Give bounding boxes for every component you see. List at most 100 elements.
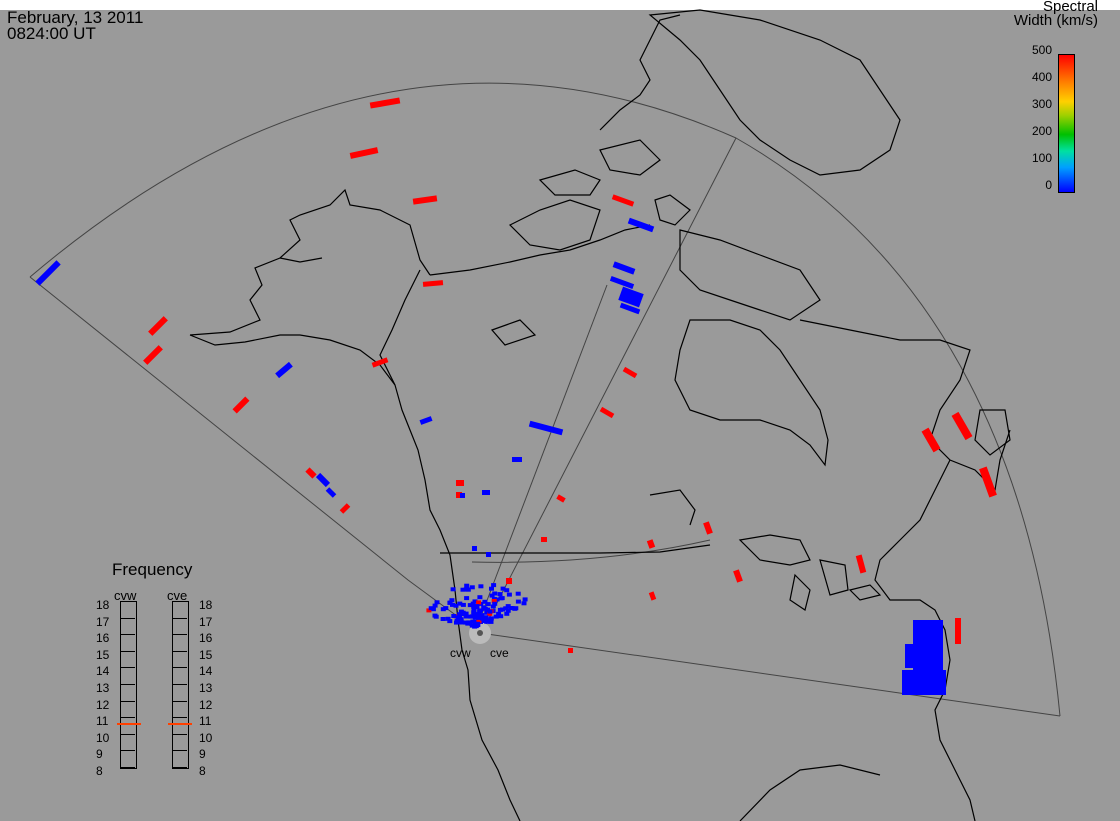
fov-beam-west: [474, 284, 608, 633]
frequency-level-right: 12: [199, 697, 213, 712]
echo-cell: [611, 194, 635, 207]
echo-cell: [428, 606, 434, 611]
frequency-grid-line: [120, 667, 135, 669]
frequency-grid-line: [120, 767, 135, 768]
echo-cell: [456, 492, 462, 498]
low-width-echoes: [35, 217, 946, 695]
echo-cell: [522, 597, 528, 602]
frequency-grid-line: [172, 717, 187, 719]
echo-cell: [484, 619, 490, 624]
echo-cell: [622, 366, 638, 379]
fov-beam-east: [481, 137, 737, 633]
echo-cell: [484, 610, 490, 615]
echo-cell: [447, 600, 453, 605]
echo-cell: [432, 613, 438, 618]
echo-cell: [486, 552, 491, 557]
echo-cell: [494, 597, 500, 602]
echo-cell: [979, 466, 997, 498]
echo-cell: [275, 361, 293, 379]
echo-cell: [460, 587, 466, 592]
echo-cell: [450, 587, 456, 592]
frequency-level-right: 14: [199, 664, 213, 679]
echo-cell: [733, 569, 743, 583]
frequency-grid-line: [120, 700, 135, 702]
echo-cell: [478, 584, 484, 589]
echo-cell: [500, 586, 506, 591]
echo-cell: [487, 611, 493, 616]
echo-cell: [492, 591, 498, 596]
echo-cell: [470, 619, 476, 624]
echo-cell: [471, 607, 477, 612]
colorbar-tick: 0: [1045, 178, 1052, 192]
echo-cell: [471, 604, 477, 609]
frequency-level-left: 18: [96, 598, 110, 612]
frequency-grid-line: [120, 650, 135, 652]
echo-cell: [855, 554, 867, 574]
frequency-level-right: 15: [199, 647, 213, 662]
echo-cell: [35, 260, 61, 286]
echo-cell: [497, 592, 503, 597]
echo-cell: [412, 195, 438, 205]
frequency-level-right: 8: [199, 764, 206, 778]
frequency-level-left: 11: [96, 714, 109, 729]
colorbar-tick: 300: [1031, 97, 1052, 111]
echo-cell: [498, 596, 504, 601]
echo-cell: [491, 583, 497, 588]
echo-cell: [627, 217, 655, 233]
frequency-column-cve: cve: [167, 588, 188, 603]
echo-cell: [477, 609, 483, 614]
echo-cell: [305, 467, 317, 479]
echo-cell: [472, 599, 478, 604]
frequency-marker: [168, 722, 192, 725]
echo-cell: [457, 615, 462, 619]
colorbar-tick: 400: [1031, 70, 1052, 84]
echo-cell: [434, 600, 440, 605]
echo-cell: [619, 302, 641, 315]
echo-cell: [440, 607, 446, 612]
fov-west-edge: [29, 276, 481, 634]
echo-cell: [496, 611, 502, 616]
echo-cell: [475, 623, 481, 628]
frequency-level-right: 16: [199, 631, 213, 646]
echo-cell: [515, 591, 521, 596]
echo-cell: [315, 472, 331, 488]
echo-cell: [489, 586, 494, 591]
frequency-grid-line: [120, 750, 135, 752]
echo-cell: [456, 480, 464, 486]
frequency-level-left: 10: [96, 730, 110, 745]
frequency-level-right: 17: [199, 614, 213, 629]
echo-cell: [504, 588, 510, 593]
echo-cell: [460, 602, 466, 607]
echo-cell: [905, 644, 915, 668]
echo-cell: [463, 614, 469, 619]
colorbar-title: Spectral Width (km/s): [1014, 0, 1098, 28]
echo-cell: [468, 614, 474, 619]
echo-cell: [493, 614, 499, 619]
frequency-grid-line: [120, 684, 135, 685]
echo-cell: [339, 503, 351, 514]
echo-cell: [477, 595, 483, 600]
echo-cell: [505, 608, 511, 613]
frequency-level-right: 9: [199, 747, 206, 762]
echo-cell: [471, 610, 477, 615]
echo-cell: [541, 537, 547, 542]
frequency-level-left: 12: [96, 697, 110, 712]
echo-cell: [646, 539, 656, 549]
frequency-grid-line: [172, 650, 187, 652]
colorbar-title-line1: Spectral: [1042, 0, 1098, 15]
colorbar: [1058, 54, 1075, 193]
timestamp: February, 13 2011 0824:00 UT: [7, 9, 143, 42]
echo-cell: [450, 602, 455, 607]
echo-cell: [465, 587, 471, 592]
echo-cell: [488, 619, 494, 624]
echo-cell: [470, 601, 476, 606]
colorbar-tick: 100: [1031, 151, 1052, 165]
colorbar-title-line2: Width (km/s): [1013, 12, 1098, 29]
frequency-level-left: 8: [96, 764, 103, 778]
echo-cell: [453, 603, 459, 608]
coastlines: [189, 9, 1011, 821]
echo-cell: [369, 97, 401, 109]
echo-cell: [609, 276, 635, 289]
echo-cell: [703, 521, 713, 535]
